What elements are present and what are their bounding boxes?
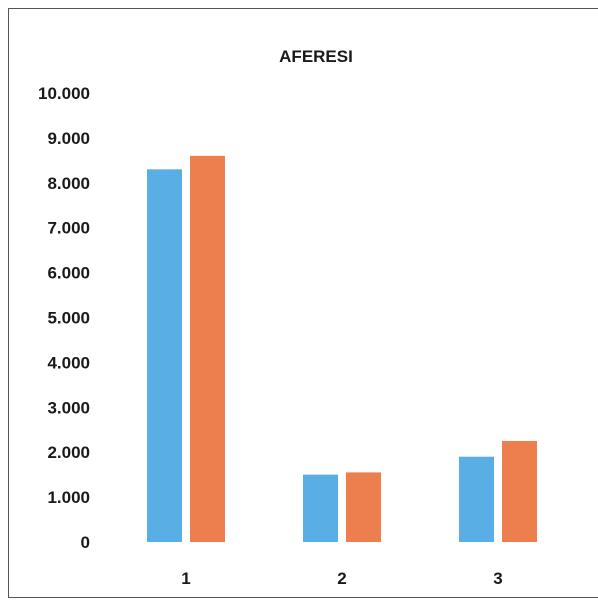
y-tick-label: 2.000 <box>47 443 90 462</box>
x-tick-label: 2 <box>337 569 346 588</box>
bar-1-series-1 <box>147 169 182 542</box>
y-axis-ticks: 0 1.000 2.000 3.000 4.000 5.000 6.000 7.000 8.00… <box>38 84 90 552</box>
chart-title: AFERESI <box>279 47 353 66</box>
y-tick-label: 4.000 <box>47 353 90 372</box>
bar-2-series-2 <box>346 472 381 542</box>
y-tick-label: 0 <box>81 533 90 552</box>
y-tick-label: 9.000 <box>47 129 90 148</box>
y-tick-label: 10.000 <box>38 84 90 103</box>
y-tick-label: 3.000 <box>47 398 90 417</box>
y-tick-label: 8.000 <box>47 174 90 193</box>
x-tick-label: 1 <box>181 569 190 588</box>
bar-2-series-1 <box>303 474 338 542</box>
y-tick-label: 6.000 <box>47 264 90 283</box>
x-axis-ticks: 1 2 3 <box>181 569 502 588</box>
x-tick-label: 3 <box>493 569 502 588</box>
y-tick-label: 7.000 <box>47 219 90 238</box>
bar-3-series-1 <box>459 456 494 542</box>
bar-3-series-2 <box>502 440 537 542</box>
y-tick-label: 1.000 <box>47 488 90 507</box>
bars <box>147 155 537 543</box>
bar-1-series-2 <box>190 155 225 543</box>
y-tick-label: 5.000 <box>47 309 90 328</box>
